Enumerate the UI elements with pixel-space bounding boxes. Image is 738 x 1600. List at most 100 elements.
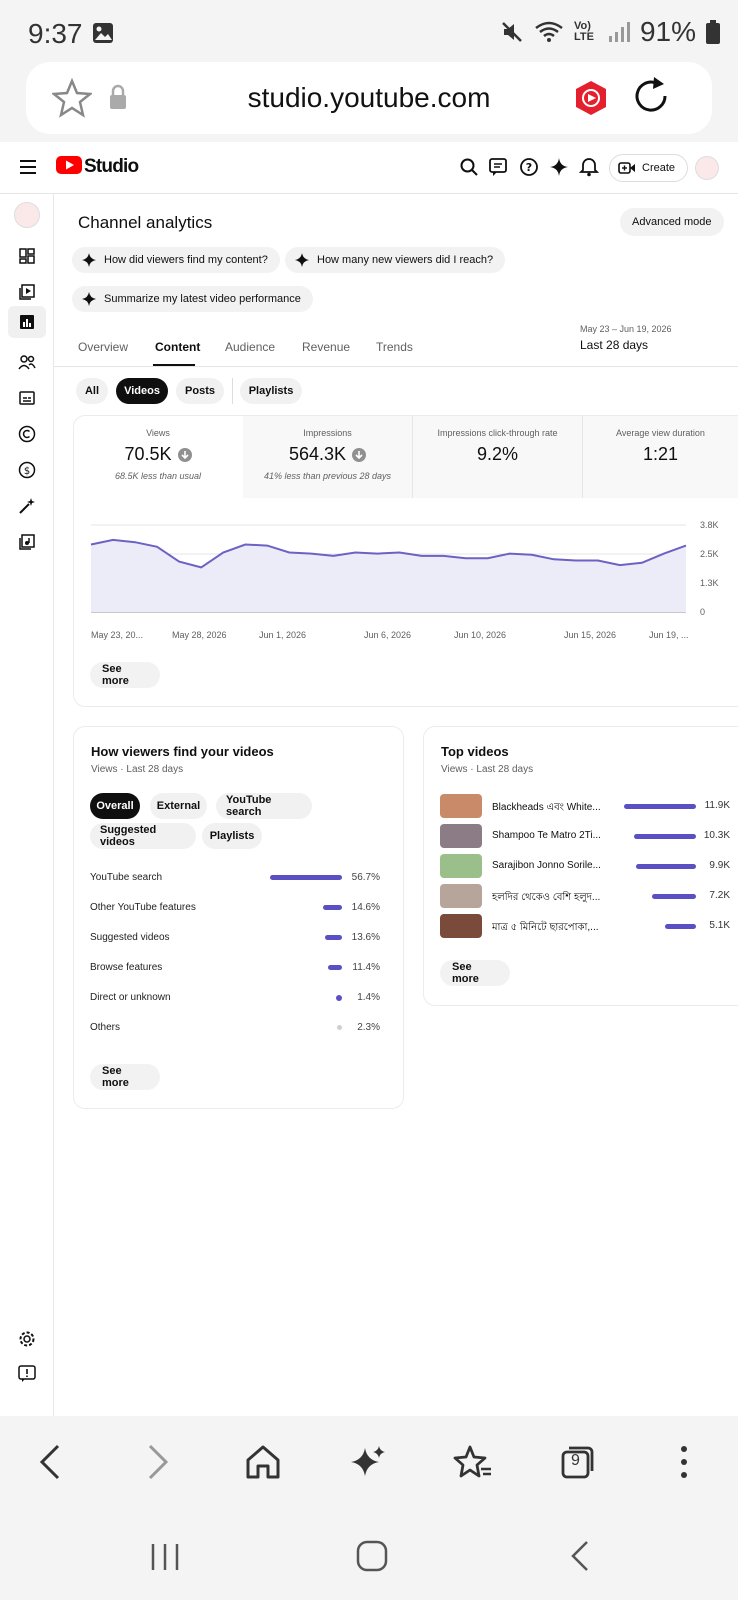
top-video-row[interactable]: হলদির থেকেও বেশি হলুদ... 7.2K [440, 884, 730, 908]
nav-copyright-icon[interactable] [13, 420, 41, 448]
top-video-row[interactable]: Blackheads এবং White... 11.9K [440, 794, 730, 818]
suggestion-chip-viewers[interactable]: How did viewers find my content? [72, 247, 280, 273]
metric-impressions[interactable]: Impressions 564.3K 41% less than previou… [243, 416, 412, 498]
chip-all[interactable]: All [76, 378, 108, 404]
top-video-row[interactable]: মাত্র ৫ মিনিটে ছারপোকা,... 5.1K [440, 914, 730, 938]
nav-community-icon[interactable] [13, 348, 41, 376]
system-back-icon[interactable] [570, 1540, 590, 1577]
traffic-source-name: Other YouTube features [90, 902, 196, 913]
tab-overview[interactable]: Overview [78, 340, 129, 354]
metric-avg-view-duration[interactable]: Average view duration 1:21 [583, 416, 738, 498]
traffic-row[interactable]: YouTube search 56.7% [90, 870, 380, 886]
advanced-mode-button[interactable]: Advanced mode [620, 208, 724, 236]
feedback-comment-icon[interactable] [489, 157, 509, 177]
video-title[interactable]: Blackheads এবং White... [492, 802, 601, 813]
traffic-chip-playlists[interactable]: Playlists [202, 823, 262, 849]
video-title[interactable]: হলদির থেকেও বেশি হলুদ... [492, 892, 601, 903]
youtube-logo-icon[interactable] [56, 156, 82, 176]
video-thumbnail[interactable] [440, 884, 482, 908]
video-thumbnail[interactable] [440, 914, 482, 938]
traffic-see-more-button[interactable]: See more [90, 1064, 160, 1090]
top-videos-see-more-button[interactable]: See more [440, 960, 510, 986]
traffic-row[interactable]: Others 2.3% [90, 1020, 380, 1036]
bookmarks-icon[interactable] [453, 1442, 493, 1482]
studio-logo-text[interactable]: Studio [84, 156, 139, 177]
top-video-row[interactable]: Sarajibon Jonno Sorile... 9.9K [440, 854, 730, 878]
traffic-row[interactable]: Other YouTube features 14.6% [90, 900, 380, 916]
create-button[interactable]: Create [609, 154, 689, 182]
metric-ctr[interactable]: Impressions click-through rate 9.2% [413, 416, 582, 498]
top-video-row[interactable]: Shampoo Te Matro 2Ti... 10.3K [440, 824, 730, 848]
tab-underline [153, 364, 195, 366]
traffic-subtitle: Views · Last 28 days [91, 764, 184, 775]
back-icon[interactable] [30, 1442, 70, 1482]
x-tick-label: Jun 1, 2026 [259, 630, 306, 640]
system-home-icon[interactable] [356, 1540, 388, 1577]
tabs-icon[interactable]: 9 [558, 1442, 598, 1482]
url-pill[interactable]: studio.youtube.com [26, 62, 712, 134]
y-tick-label: 2.5K [700, 549, 719, 559]
search-icon[interactable] [460, 158, 478, 176]
account-avatar[interactable] [695, 156, 719, 180]
reload-icon[interactable] [632, 76, 672, 118]
bookmark-star-icon[interactable] [52, 78, 92, 118]
traffic-row[interactable]: Direct or unknown 1.4% [90, 990, 380, 1006]
metric-label: Impressions click-through rate [437, 428, 558, 438]
channel-avatar[interactable] [14, 202, 40, 228]
nav-subtitles-icon[interactable] [13, 384, 41, 412]
date-range-text[interactable]: May 23 – Jun 19, 2026 [580, 324, 672, 334]
more-options-icon[interactable] [664, 1442, 704, 1482]
studio-shortcut-icon[interactable] [574, 80, 608, 116]
traffic-source-pct: 14.6% [351, 902, 380, 913]
video-title[interactable]: Sarajibon Jonno Sorile... [492, 860, 601, 871]
traffic-row[interactable]: Suggested videos 13.6% [90, 930, 380, 946]
help-icon[interactable]: ? [519, 157, 539, 177]
url-text[interactable]: studio.youtube.com [247, 82, 491, 113]
studio-app-bar: Studio ? Create [0, 142, 738, 194]
metric-label: Impressions [303, 428, 352, 438]
ai-assistant-icon[interactable] [348, 1442, 388, 1482]
metric-sub: 68.5K less than usual [114, 471, 202, 481]
chip-videos[interactable]: Videos [116, 378, 168, 404]
metric-value: 564.3K [288, 444, 347, 464]
nav-dashboard-icon[interactable] [13, 242, 41, 270]
video-title[interactable]: মাত্র ৫ মিনিটে ছারপোকা,... [492, 922, 599, 933]
traffic-row[interactable]: Browse features 11.4% [90, 960, 380, 976]
nav-settings-icon[interactable] [13, 1325, 41, 1353]
nav-customization-icon[interactable] [13, 492, 41, 520]
notifications-bell-icon[interactable] [579, 157, 599, 177]
video-thumbnail[interactable] [440, 824, 482, 848]
nav-send-feedback-icon[interactable] [13, 1360, 41, 1388]
forward-icon[interactable] [138, 1442, 178, 1482]
menu-icon[interactable] [20, 160, 36, 174]
tab-trends[interactable]: Trends [376, 340, 413, 354]
suggestion-chip-summarize[interactable]: Summarize my latest video performance [72, 286, 313, 312]
tab-revenue[interactable]: Revenue [302, 340, 351, 354]
traffic-chip-overall[interactable]: Overall [90, 793, 140, 819]
video-views: 11.9K [704, 800, 730, 811]
sparkle-ai-icon[interactable] [549, 157, 569, 177]
video-thumbnail[interactable] [440, 854, 482, 878]
video-title[interactable]: Shampoo Te Matro 2Ti... [492, 830, 601, 841]
chart-see-more-button[interactable]: See more [90, 662, 160, 688]
tab-content[interactable]: Content [155, 340, 201, 354]
recent-apps-icon[interactable] [150, 1542, 180, 1577]
tab-audience[interactable]: Audience [225, 340, 276, 354]
video-views-bar [624, 804, 696, 809]
chip-posts[interactable]: Posts [176, 378, 224, 404]
traffic-source-bar [323, 905, 342, 910]
nav-analytics-icon[interactable] [8, 306, 46, 338]
traffic-chip-youtube-search[interactable]: YouTube search [216, 793, 312, 819]
date-range-label[interactable]: Last 28 days [580, 338, 649, 352]
traffic-chip-suggested[interactable]: Suggested videos [90, 823, 196, 849]
video-thumbnail[interactable] [440, 794, 482, 818]
metric-views[interactable]: Views 70.5K 68.5K less than usual [74, 416, 242, 498]
nav-content-icon[interactable] [13, 278, 41, 306]
chip-playlists[interactable]: Playlists [240, 378, 302, 404]
nav-earn-icon[interactable]: $ [13, 456, 41, 484]
traffic-chip-external[interactable]: External [150, 793, 207, 819]
home-icon[interactable] [243, 1442, 283, 1482]
suggestion-chip-new-viewers[interactable]: How many new viewers did I reach? [285, 247, 506, 273]
nav-audio-library-icon[interactable] [13, 528, 41, 556]
y-tick-label: 0 [700, 607, 705, 617]
